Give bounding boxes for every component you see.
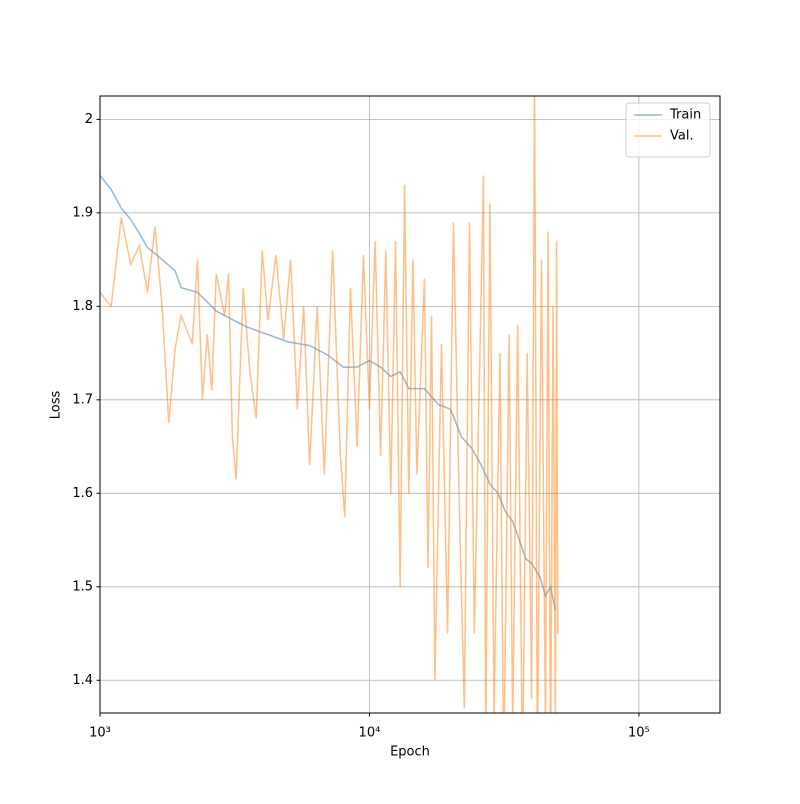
x-tick-label: 10⁴ — [359, 726, 381, 741]
y-tick-label: 1.7 — [72, 392, 93, 407]
line-series — [100, 96, 559, 713]
y-tick-label: 1.6 — [72, 486, 93, 501]
y-tick-label: 1.5 — [72, 579, 93, 594]
y-tick-label: 2 — [85, 112, 93, 127]
x-tick-label: 10³ — [89, 726, 111, 741]
y-tick-label: 1.4 — [72, 673, 93, 688]
y-axis-label: Loss — [49, 391, 64, 420]
x-axis-label: Epoch — [390, 745, 430, 760]
y-tick-label: 1.9 — [72, 205, 93, 220]
axes-frame — [99, 95, 721, 714]
y-tick-label: 1.8 — [72, 299, 93, 314]
legend-box — [625, 102, 711, 158]
x-tick-label: 10⁵ — [628, 726, 650, 741]
legend-label: Train — [669, 108, 701, 123]
legend-label: Val. — [670, 129, 694, 144]
